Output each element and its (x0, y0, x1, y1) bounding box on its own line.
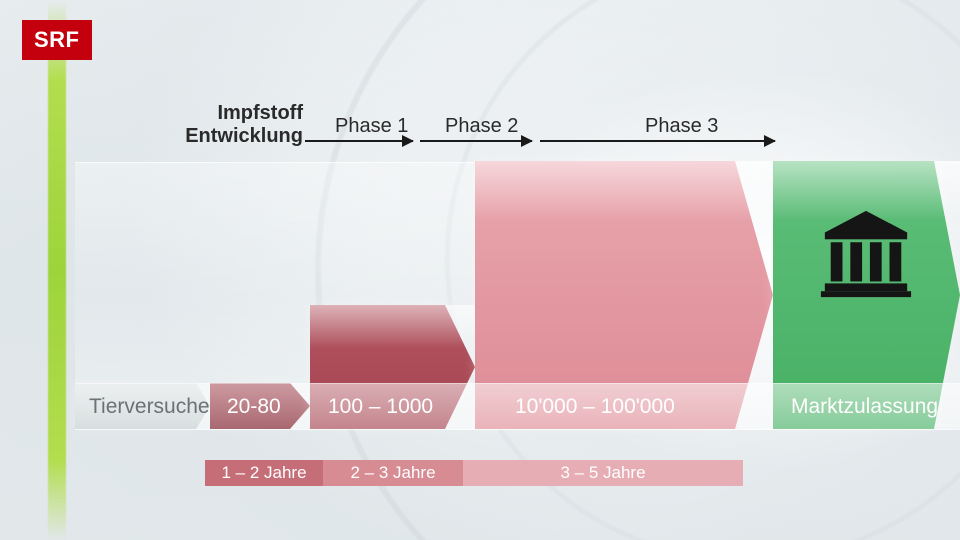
timeline-bar: 1 – 2 Jahre2 – 3 Jahre3 – 5 Jahre (205, 460, 743, 486)
chart-title: Impfstoff Entwicklung (163, 102, 303, 148)
title-line-1: Impfstoff (163, 102, 303, 125)
arrow-phase-2 (420, 140, 532, 142)
timeline-cell-2: 3 – 5 Jahre (463, 460, 743, 486)
block-label-p1: 20-80 (227, 395, 281, 419)
block-label-mkt: Marktzulassung (791, 395, 938, 419)
chart-band: Tierversuche 20-80 100 – 1000 10'000 – 100'… (75, 162, 960, 430)
phase-1-label: Phase 1 (335, 115, 408, 138)
block-label-p2: 100 – 1000 (328, 395, 433, 419)
phase-3-label: Phase 3 (645, 115, 718, 138)
arrow-phase-3 (540, 140, 775, 142)
block-label-tier: Tierversuche (89, 395, 210, 419)
arrow-phase-1 (305, 140, 413, 142)
accent-strip (48, 0, 66, 540)
phase-2-label: Phase 2 (445, 115, 518, 138)
block-label-p3: 10'000 – 100'000 (515, 395, 675, 419)
institution-icon (817, 205, 915, 308)
timeline-cell-1: 2 – 3 Jahre (323, 460, 463, 486)
title-line-2: Entwicklung (163, 125, 303, 148)
timeline-cell-0: 1 – 2 Jahre (205, 460, 323, 486)
chart-stage: Impfstoff Entwicklung Phase 1 Phase 2 Ph… (75, 0, 960, 540)
